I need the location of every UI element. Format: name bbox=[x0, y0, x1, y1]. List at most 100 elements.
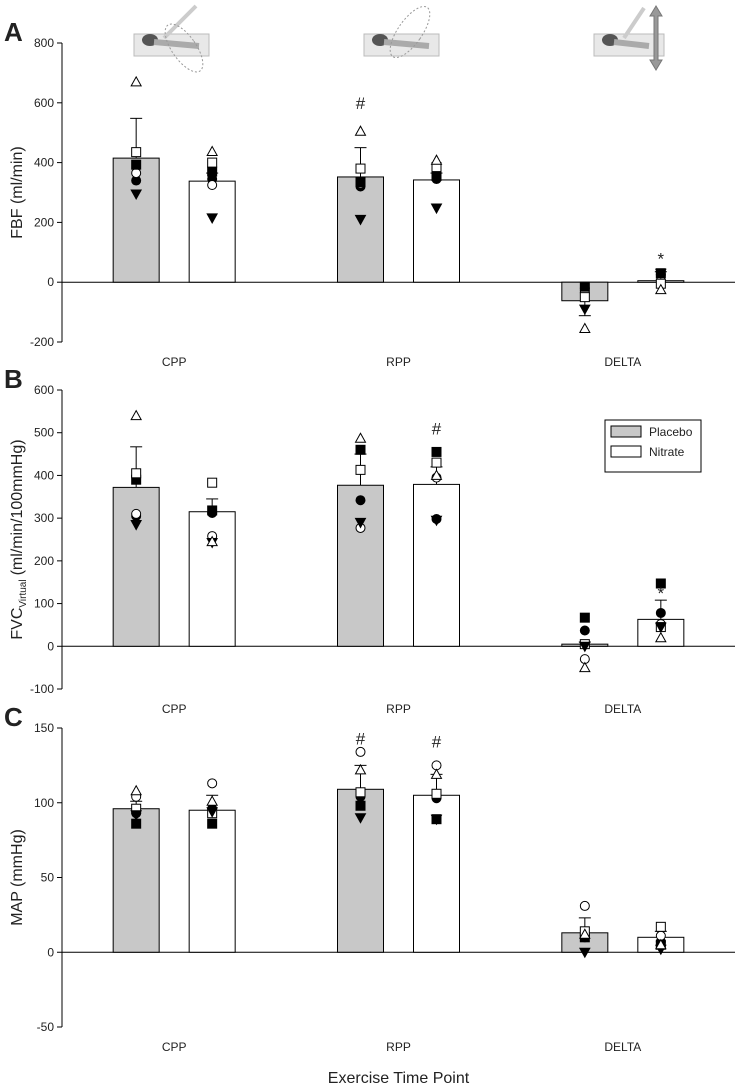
data-point bbox=[355, 746, 366, 757]
data-point bbox=[130, 75, 143, 87]
icon-cpp bbox=[133, 4, 210, 73]
y-axis-label: MAP (mmHg) bbox=[9, 829, 26, 926]
data-point bbox=[206, 213, 219, 224]
y-label-text: MAP (mmHg) bbox=[9, 829, 26, 926]
data-point bbox=[355, 787, 366, 798]
data-point bbox=[130, 784, 143, 796]
data-point bbox=[655, 607, 666, 618]
data-point bbox=[431, 171, 442, 182]
data-point bbox=[354, 214, 367, 226]
legend-label: Nitrate bbox=[649, 445, 685, 459]
annotation: # bbox=[356, 729, 366, 748]
data-point bbox=[354, 517, 367, 529]
data-point bbox=[579, 612, 590, 623]
bar bbox=[112, 808, 160, 953]
data-point bbox=[130, 409, 143, 421]
data-point bbox=[130, 520, 143, 531]
y-axis-label: FBF (ml/min) bbox=[9, 146, 26, 238]
bar bbox=[188, 180, 236, 283]
data-point bbox=[431, 446, 442, 457]
data-point bbox=[355, 444, 366, 455]
legend-swatch bbox=[610, 445, 642, 458]
y-tick-label: 400 bbox=[34, 156, 54, 170]
annotation: # bbox=[356, 94, 366, 113]
data-point bbox=[579, 281, 590, 292]
y-tick-label: 500 bbox=[34, 426, 54, 440]
data-point bbox=[655, 921, 666, 932]
data-point bbox=[579, 292, 590, 303]
data-point bbox=[355, 163, 366, 174]
y-tick-label: -50 bbox=[37, 1020, 55, 1034]
y-tick-label: 0 bbox=[47, 639, 54, 653]
data-point bbox=[354, 763, 367, 775]
data-point bbox=[654, 268, 667, 280]
annotation: # bbox=[432, 419, 442, 438]
data-point bbox=[131, 508, 142, 519]
y-tick-label: 200 bbox=[34, 215, 54, 229]
data-point bbox=[207, 505, 218, 516]
data-point bbox=[430, 814, 443, 826]
y-tick-label: 600 bbox=[34, 96, 54, 110]
data-point bbox=[655, 578, 666, 589]
data-point bbox=[131, 159, 142, 170]
annotation: * bbox=[658, 584, 665, 603]
y-tick-label: 0 bbox=[47, 945, 54, 959]
data-point bbox=[654, 631, 667, 643]
data-point bbox=[579, 625, 590, 636]
data-point bbox=[355, 177, 366, 188]
data-point bbox=[355, 800, 366, 811]
bar bbox=[413, 179, 460, 283]
data-point bbox=[578, 947, 591, 959]
data-point bbox=[354, 813, 367, 824]
data-point bbox=[654, 938, 667, 950]
y-label-units: (ml/min/100mmHg) bbox=[9, 439, 26, 575]
data-point bbox=[579, 900, 590, 911]
x-tick-label: RPP bbox=[386, 702, 411, 716]
legend-label: Placebo bbox=[649, 425, 693, 439]
panel-label: B bbox=[4, 364, 23, 394]
data-point bbox=[430, 469, 443, 480]
data-point bbox=[207, 818, 218, 829]
legend: Placebo Nitrate bbox=[604, 419, 702, 473]
bar bbox=[188, 809, 236, 953]
panel-label: C bbox=[4, 702, 23, 732]
y-tick-label: 0 bbox=[47, 275, 54, 289]
data-point bbox=[430, 154, 443, 165]
y-tick-label: 200 bbox=[34, 554, 54, 568]
data-point bbox=[206, 795, 219, 806]
data-point bbox=[578, 928, 591, 939]
y-tick-label: 100 bbox=[34, 796, 54, 810]
data-point bbox=[654, 283, 667, 295]
icon-delta bbox=[593, 5, 665, 71]
data-point bbox=[354, 125, 367, 136]
data-point bbox=[578, 304, 591, 316]
x-tick-label: DELTA bbox=[604, 355, 641, 369]
data-point bbox=[131, 168, 142, 179]
x-tick-label: CPP bbox=[162, 1040, 187, 1054]
y-tick-label: 100 bbox=[34, 597, 54, 611]
x-tick-label: DELTA bbox=[604, 1040, 641, 1054]
data-point bbox=[431, 457, 442, 468]
bar bbox=[413, 483, 460, 647]
y-label-text: FBF (ml/min) bbox=[9, 146, 26, 238]
icon-rpp bbox=[363, 5, 440, 59]
data-point bbox=[206, 145, 219, 157]
y-tick-label: 150 bbox=[34, 721, 54, 735]
y-tick-label: 600 bbox=[34, 383, 54, 397]
exercise-icons bbox=[133, 4, 665, 73]
y-tick-label: -200 bbox=[30, 335, 54, 349]
bar bbox=[337, 484, 384, 647]
y-tick-label: 400 bbox=[34, 468, 54, 482]
data-point bbox=[207, 778, 218, 789]
data-point bbox=[207, 157, 218, 168]
data-point bbox=[578, 641, 591, 653]
data-point bbox=[355, 495, 366, 506]
data-point bbox=[431, 788, 442, 799]
data-point bbox=[131, 468, 142, 479]
data-point bbox=[578, 322, 591, 334]
data-point bbox=[430, 768, 443, 779]
data-point bbox=[654, 622, 667, 634]
annotation: * bbox=[658, 249, 665, 268]
data-point bbox=[578, 661, 591, 673]
